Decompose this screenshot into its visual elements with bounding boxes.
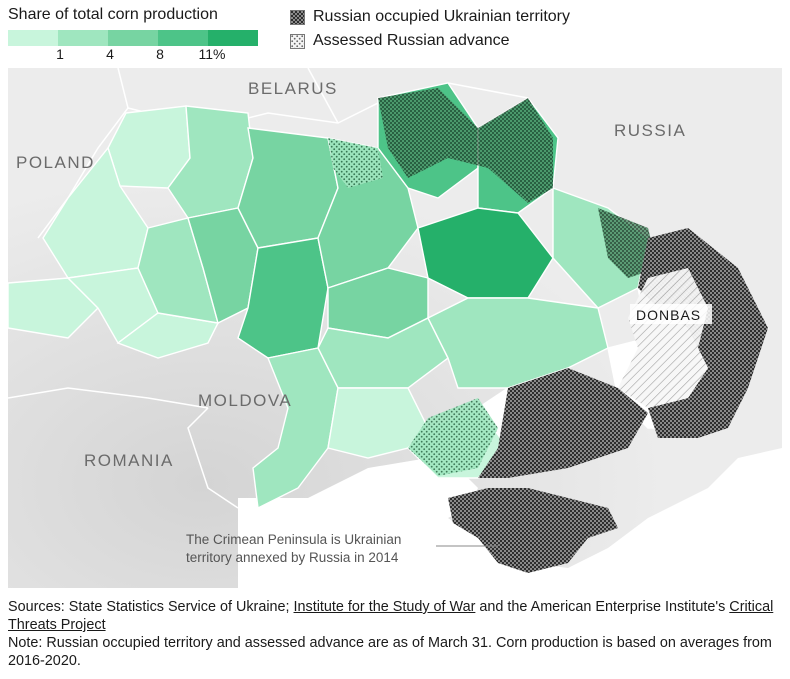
occupied-areas — [328, 88, 768, 573]
scale-swatch-3 — [108, 30, 158, 46]
legend-occupied: Russian occupied Ukrainian territory — [290, 8, 570, 26]
scale-swatch-4 — [158, 30, 208, 46]
oblast-chernivtsi — [116, 312, 220, 359]
oblast-poltava — [417, 207, 554, 299]
oblast-zakarpattia — [8, 277, 99, 339]
occupied-swatch — [290, 9, 305, 25]
advance-kyiv — [328, 138, 383, 188]
legend-title: Share of total corn production — [8, 6, 218, 23]
occupied-kharkiv — [598, 208, 658, 278]
oblast-dnipro — [427, 297, 609, 389]
scale-tick: 8 — [156, 46, 164, 62]
sources-mid: and the American Enterprise Institute's — [475, 599, 730, 615]
scale-tick: 11% — [198, 46, 226, 62]
source-link-isw[interactable]: Institute for the Study of War — [293, 599, 476, 615]
donbas-label-bg — [630, 304, 712, 324]
label-russia: RUSSIA — [614, 121, 686, 140]
scale-tick: 1 — [56, 46, 64, 62]
label-romania: ROMANIA — [84, 451, 174, 470]
scale-swatch-5 — [208, 30, 258, 46]
advance-kherson — [408, 398, 498, 476]
footer: Sources: State Statistics Service of Ukr… — [8, 598, 788, 670]
color-scale — [8, 30, 258, 46]
black-sea — [238, 448, 782, 588]
legend-occupied-label: Russian occupied Ukrainian territory — [313, 8, 570, 25]
note: Note: Russian occupied territory and ass… — [8, 635, 772, 669]
legend-advance: Assessed Russian advance — [290, 32, 510, 50]
crimea — [448, 488, 618, 573]
sources-prefix: Sources: State Statistics Service of Ukr… — [8, 599, 294, 615]
label-belarus: BELARUS — [248, 79, 338, 98]
label-donbas: DONBAS — [636, 307, 701, 323]
advance-swatch — [290, 33, 305, 49]
scale-ticks: 1 4 8 11% — [8, 46, 260, 68]
scale-swatch-2 — [58, 30, 108, 46]
sources: Sources: State Statistics Service of Ukr… — [8, 598, 788, 634]
label-poland: POLAND — [16, 153, 95, 172]
occupied-south — [478, 368, 648, 478]
occupied-north — [378, 88, 553, 203]
crimea-note-line2: territory annexed by Russia in 2014 — [186, 550, 399, 565]
scale-swatch-1 — [8, 30, 58, 46]
source-link-ctp[interactable]: Critical Threats Project — [8, 599, 774, 633]
crimea-note-line1: The Crimean Peninsula is Ukrainian — [186, 532, 401, 547]
donbas-separatist — [618, 268, 708, 408]
legend-advance-label: Assessed Russian advance — [313, 32, 510, 49]
scale-tick: 4 — [106, 46, 114, 62]
ukraine-map: BELARUS RUSSIA POLAND MOLDOVA ROMANIA DO… — [8, 68, 782, 588]
label-moldova: MOLDOVA — [198, 391, 292, 410]
oblast-odesa — [252, 347, 339, 510]
